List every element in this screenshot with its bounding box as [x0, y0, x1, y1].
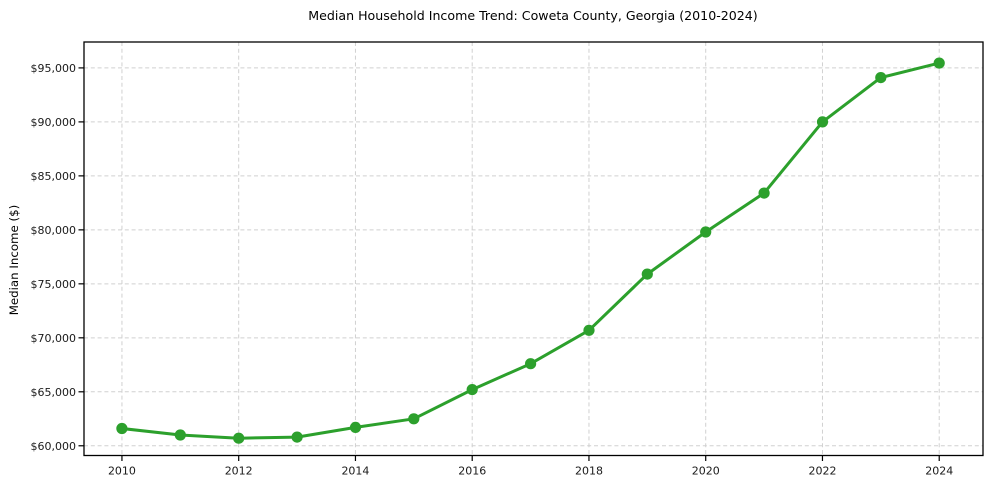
y-tick-label: $90,000 — [31, 116, 77, 129]
plot-frame — [83, 41, 984, 457]
trend-line — [116, 57, 945, 444]
x-tick-label: 2012 — [225, 465, 253, 478]
data-point-marker — [466, 384, 478, 396]
data-point-marker — [233, 432, 245, 444]
data-point-marker — [933, 57, 945, 69]
x-tick-label: 2014 — [341, 465, 369, 478]
plot-border — [83, 41, 984, 457]
data-point-marker — [291, 431, 303, 443]
data-point-marker — [875, 72, 887, 84]
data-point-marker — [174, 429, 186, 441]
y-tick-label: $85,000 — [31, 170, 77, 183]
trend-line-path — [120, 61, 941, 440]
data-point-marker — [116, 422, 128, 435]
chart-title: Median Household Income Trend: Coweta Co… — [308, 8, 757, 23]
y-axis-label: Median Income ($) — [7, 205, 21, 316]
data-point-marker — [816, 116, 829, 128]
x-tick-label: 2018 — [575, 465, 603, 478]
y-axis: $60,000 $65,000 $70,000 $75,000 $80,000 $85,0… — [31, 62, 84, 453]
y-tick-label: $65,000 — [31, 386, 77, 399]
data-point-marker — [758, 187, 770, 199]
x-tick-label: 2024 — [925, 465, 953, 478]
x-axis: 2010 2012 2014 2016 2018 2020 2022 2024 — [108, 455, 953, 478]
x-tick-label: 2010 — [108, 465, 136, 478]
data-point-marker — [641, 268, 653, 280]
x-tick-label: 2016 — [458, 465, 486, 478]
data-point-marker — [349, 421, 362, 433]
y-tick-label: $95,000 — [31, 62, 77, 75]
data-point-marker — [525, 358, 537, 370]
x-tick-label: 2022 — [808, 465, 836, 478]
gridlines — [84, 42, 983, 456]
y-tick-label: $75,000 — [31, 278, 77, 291]
data-point-marker — [700, 226, 712, 238]
y-tick-label: $70,000 — [31, 332, 77, 345]
data-point-marker — [583, 324, 595, 336]
x-tick-label: 2020 — [692, 465, 720, 478]
data-point-marker — [408, 413, 420, 425]
y-tick-label: $80,000 — [31, 224, 77, 237]
y-tick-label: $60,000 — [31, 440, 77, 453]
